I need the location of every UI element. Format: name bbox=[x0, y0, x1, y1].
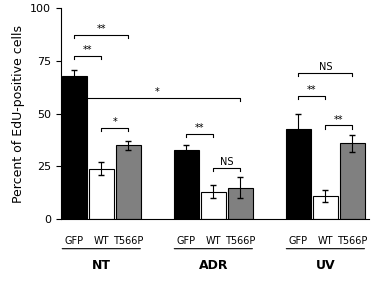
Bar bbox=[228, 188, 253, 219]
Text: **: ** bbox=[307, 85, 317, 95]
Text: ADR: ADR bbox=[199, 259, 228, 272]
Text: NS: NS bbox=[220, 157, 234, 167]
Bar bbox=[201, 192, 226, 219]
Bar bbox=[62, 76, 87, 219]
Bar bbox=[313, 196, 338, 219]
Text: T566P: T566P bbox=[113, 236, 144, 246]
Text: T566P: T566P bbox=[225, 236, 255, 246]
Text: NT: NT bbox=[92, 259, 111, 272]
Y-axis label: Percent of EdU-positive cells: Percent of EdU-positive cells bbox=[11, 25, 25, 203]
Bar bbox=[174, 149, 199, 219]
Text: WT: WT bbox=[206, 236, 221, 246]
Text: UV: UV bbox=[315, 259, 335, 272]
Text: **: ** bbox=[195, 123, 204, 133]
Text: GFP: GFP bbox=[289, 236, 308, 246]
Text: **: ** bbox=[83, 45, 93, 55]
Text: GFP: GFP bbox=[65, 236, 84, 246]
Bar bbox=[89, 169, 114, 219]
Text: *: * bbox=[155, 87, 160, 98]
Text: GFP: GFP bbox=[177, 236, 196, 246]
Text: **: ** bbox=[97, 24, 106, 34]
Text: WT: WT bbox=[318, 236, 333, 246]
Text: **: ** bbox=[334, 115, 344, 125]
Text: WT: WT bbox=[93, 236, 109, 246]
Bar bbox=[116, 146, 141, 219]
Bar bbox=[340, 143, 365, 219]
Text: T566P: T566P bbox=[337, 236, 367, 246]
Text: NS: NS bbox=[319, 62, 332, 72]
Text: *: * bbox=[112, 117, 117, 127]
Bar bbox=[286, 129, 311, 219]
